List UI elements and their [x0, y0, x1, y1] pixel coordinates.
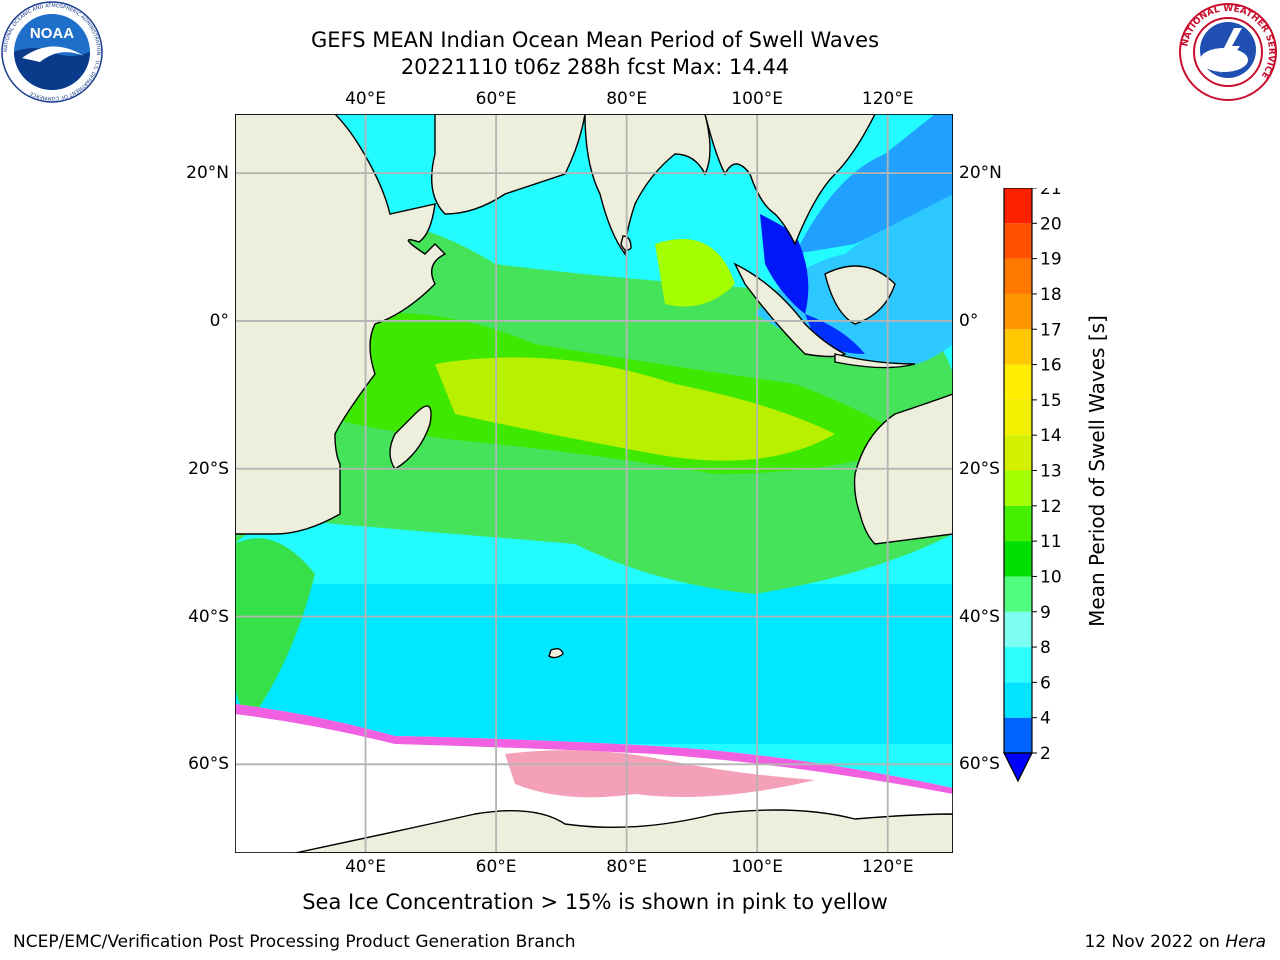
colorbar-tick-label-6: 11 — [1040, 532, 1062, 552]
colorbar-tick-label-16: 21 — [1040, 188, 1062, 199]
colorbar-tick-label-8: 13 — [1040, 462, 1062, 482]
colorbar-block-9 — [1004, 399, 1032, 436]
colorbar-block-7 — [1004, 470, 1032, 506]
java-sea — [805, 314, 865, 354]
footer-date-text: 12 Nov 2022 on — [1084, 932, 1220, 952]
colorbar-block-5 — [1004, 541, 1032, 577]
colorbar-block-1 — [1004, 682, 1032, 718]
colorbar-block-10 — [1004, 364, 1032, 400]
land — [235, 114, 953, 853]
lat-tick-left-1: 0° — [209, 310, 229, 331]
lon-tick-top-0: 40°E — [345, 89, 386, 109]
sea-ice-edge — [235, 704, 953, 794]
lat-tick-right-3: 40°S — [959, 606, 1000, 627]
colorbar-tick-label-1: 4 — [1040, 709, 1051, 729]
southwest-green-patch — [235, 538, 315, 714]
colorbar-under-arrow — [1003, 752, 1033, 783]
colorbar-tick-label-12: 17 — [1040, 320, 1062, 340]
colorbar: 2 4 6 8 9 10 11 12 13 14 15 16 17 18 19 20 21 — [1003, 188, 1062, 783]
lon-tick-bottom-0: 40°E — [345, 857, 386, 877]
land-antarctica — [294, 809, 953, 853]
colorbar-block-14 — [1004, 223, 1032, 259]
colorbar-block-6 — [1004, 505, 1032, 542]
colorbar-block-11 — [1004, 329, 1032, 365]
lat-tick-right-4: 60°S — [959, 754, 1000, 775]
land-sumatra — [733, 262, 847, 358]
colorbar-tick-label-5: 10 — [1040, 567, 1062, 587]
colorbar-tick-label-10: 15 — [1040, 391, 1062, 411]
lat-tick-right-0: 20°N — [959, 163, 1002, 184]
lon-tick-top-2: 80°E — [606, 89, 648, 109]
colorbar-label-wrap: Mean Period of Swell Waves [s] — [1073, 188, 1121, 753]
southern-swell-band — [235, 584, 953, 744]
bay-of-bengal-core — [655, 239, 735, 307]
colorbar-tick-label-0: 2 — [1040, 744, 1051, 764]
sea-ice-interior — [505, 750, 815, 798]
lon-tick-top-1: 60°E — [475, 89, 517, 109]
lat-tick-right-1: 0° — [959, 310, 979, 331]
footer-date: 12 Nov 2022 on Hera — [1084, 932, 1266, 952]
colorbar-tick-label-4: 9 — [1040, 603, 1051, 623]
colorbar-block-8 — [1004, 435, 1032, 471]
lon-tick-bottom-4: 120°E — [861, 857, 914, 877]
colorbar-block-15 — [1004, 188, 1032, 224]
footer-credit: NCEP/EMC/Verification Post Processing Pr… — [13, 932, 576, 952]
lon-tick-bottom-3: 100°E — [731, 857, 784, 877]
lon-tick-bottom-1: 60°E — [475, 857, 517, 877]
chart-title: GEFS MEAN Indian Ocean Mean Period of Sw… — [310, 28, 880, 52]
lat-tick-left-4: 60°S — [188, 754, 229, 775]
colorbar-tick-label-9: 14 — [1040, 426, 1062, 446]
lat-tick-left-2: 20°S — [188, 458, 229, 479]
south-china-sea — [795, 114, 953, 254]
swell-period-map — [235, 114, 953, 853]
land-kerguelen — [548, 647, 564, 659]
colorbar-tick-label-3: 8 — [1040, 638, 1051, 658]
lat-tick-left-3: 40°S — [188, 606, 229, 627]
colorbar-tick-label-13: 18 — [1040, 285, 1062, 305]
lon-tick-top-3: 100°E — [731, 89, 784, 109]
lon-tick-bottom-2: 80°E — [606, 857, 648, 877]
colorbar-tick-label-14: 19 — [1040, 250, 1062, 270]
colorbar-block-13 — [1004, 258, 1032, 294]
land-madagascar — [389, 405, 432, 470]
colorbar-blocks — [1004, 188, 1032, 753]
map-grid — [235, 114, 953, 853]
colorbar-block-12 — [1004, 293, 1032, 330]
colorbar-tick-label-7: 12 — [1040, 497, 1062, 517]
colorbar-block-4 — [1004, 576, 1032, 612]
colorbar-tick-label-15: 20 — [1040, 214, 1062, 234]
noaa-logo: NOAA NATIONAL OCEANIC AND ATMOSPHERIC AD… — [1, 1, 103, 103]
sea-ice-note: Sea Ice Concentration > 15% is shown in … — [302, 890, 888, 914]
nws-logo: NATIONAL WEATHER SERVICE — [1179, 3, 1277, 101]
chart-subtitle: 20221110 t06z 288h fcst Max: 14.44 — [400, 55, 790, 79]
colorbar-block-0 — [1004, 717, 1032, 753]
land-borneo — [824, 265, 896, 325]
land-arabia — [430, 114, 586, 215]
colorbar-label: Mean Period of Swell Waves [s] — [1085, 314, 1109, 627]
colorbar-block-2 — [1004, 647, 1032, 683]
colorbar-block-3 — [1004, 611, 1032, 648]
footer-host: Hera — [1225, 932, 1266, 952]
colorbar-ticks: 2 4 6 8 9 10 11 12 13 14 15 16 17 18 19 20 21 — [1032, 188, 1062, 764]
colorbar-tick-label-11: 16 — [1040, 356, 1062, 376]
colorbar-tick-label-2: 6 — [1040, 673, 1051, 693]
lat-tick-left-0: 20°N — [186, 163, 229, 184]
lat-tick-right-2: 20°S — [959, 458, 1000, 479]
lon-tick-top-4: 120°E — [861, 89, 914, 109]
land-africa — [235, 114, 447, 535]
yellow-green-core — [435, 357, 835, 461]
land-java — [834, 353, 916, 369]
noaa-logo-text: NOAA — [30, 25, 74, 42]
